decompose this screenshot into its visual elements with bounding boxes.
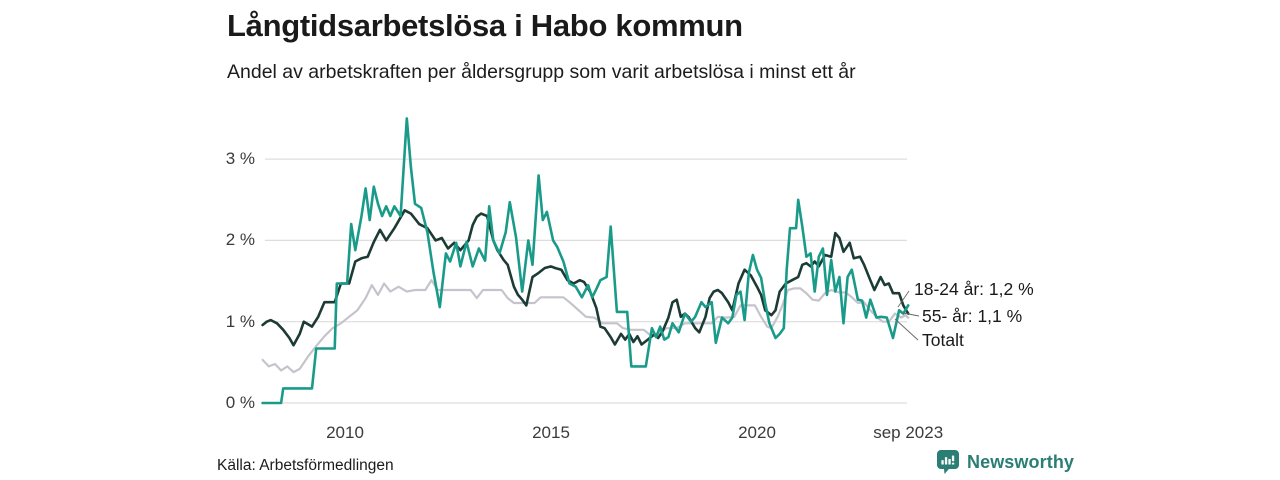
y-tick-label-2: 2 % [225,230,255,250]
annotation-leader-line-1 [902,312,920,317]
x-tick-label-2010: 2010 [326,423,364,442]
end-label-totalt: Totalt [922,330,964,350]
annotation-leader-line-0 [897,290,910,308]
y-tick-label-1: 1 % [225,311,255,331]
newsworthy-logo-text: Newsworthy [967,451,1075,472]
x-tick-label-2020: 2020 [738,423,776,442]
y-tick-label-3: 3 % [225,149,255,169]
series-line-55-r [261,209,910,347]
y-tick-label-0: 0 % [225,393,255,412]
newsworthy-logo[interactable]: Newsworthy [936,449,1074,475]
x-tick-label-sep-2023: sep 2023 [873,423,944,442]
source-note: Källa: Arbetsförmedlingen [217,457,394,474]
series-line-18-24-r [261,117,910,405]
annotation-leader-line-2 [894,318,919,341]
end-label-18-24-r: 18-24 år: 1,2 % [914,279,1034,299]
newsworthy-logo-icon [936,449,960,475]
page-title: Långtidsarbetslösa i Habo kommun [227,8,743,43]
end-label-55-r: 55- år: 1,1 % [922,306,1023,326]
x-tick-label-2015: 2015 [532,423,570,442]
series-line-totalt [261,279,910,374]
page-subtitle: Andel av arbetskraften per åldersgrupp s… [227,61,856,83]
